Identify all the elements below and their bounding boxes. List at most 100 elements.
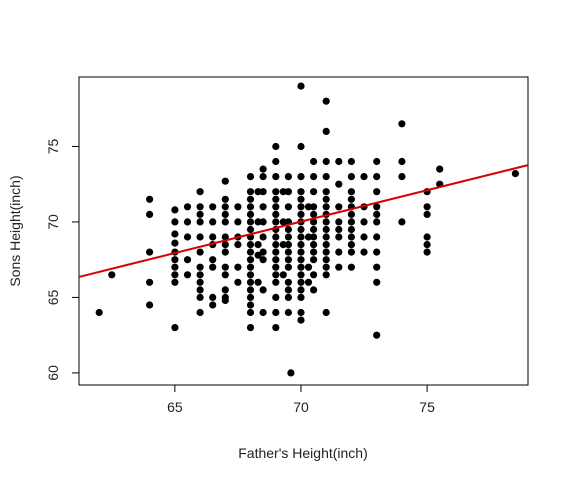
data-point <box>310 256 318 264</box>
data-point <box>221 248 229 256</box>
data-point <box>322 308 330 317</box>
data-point <box>373 278 381 286</box>
data-point <box>108 271 116 279</box>
data-point <box>272 241 280 249</box>
data-point <box>398 173 406 181</box>
data-point <box>398 120 406 128</box>
data-point <box>297 278 305 286</box>
data-point <box>196 286 204 294</box>
data-point <box>246 248 255 256</box>
data-point <box>297 293 305 301</box>
data-point <box>284 256 292 264</box>
data-point <box>196 233 204 241</box>
data-point <box>297 225 305 234</box>
data-point <box>221 296 229 305</box>
data-point <box>221 233 229 241</box>
data-point <box>272 308 280 317</box>
data-point <box>297 263 305 271</box>
data-point <box>360 218 368 226</box>
data-point <box>221 195 229 203</box>
data-point <box>347 241 355 249</box>
data-point <box>272 256 280 264</box>
data-point <box>196 278 204 286</box>
data-point <box>209 263 217 271</box>
data-point <box>246 203 255 211</box>
data-point <box>304 233 313 241</box>
data-point <box>373 173 381 181</box>
data-point <box>209 293 217 301</box>
data-point <box>322 248 330 256</box>
data-point <box>284 278 292 286</box>
data-point <box>246 225 255 234</box>
data-point <box>335 233 343 241</box>
data-point <box>246 241 255 249</box>
data-point <box>310 271 318 279</box>
data-point <box>209 233 217 241</box>
data-point <box>171 263 179 271</box>
data-point <box>297 210 305 218</box>
data-point <box>272 271 280 279</box>
data-point <box>209 256 217 264</box>
data-point <box>436 165 444 173</box>
data-point <box>209 203 217 211</box>
data-point <box>284 241 292 249</box>
data-point <box>272 233 280 241</box>
data-point <box>373 203 381 211</box>
data-point <box>310 241 318 249</box>
data-point <box>347 188 355 196</box>
data-point <box>335 218 343 226</box>
data-point <box>297 142 305 151</box>
data-point <box>171 230 179 238</box>
data-point <box>146 248 154 256</box>
data-point <box>209 301 217 309</box>
data-point <box>221 286 229 294</box>
data-point <box>297 195 305 203</box>
data-point <box>146 301 154 309</box>
data-point <box>246 218 255 226</box>
data-point <box>234 218 242 226</box>
y-tick-label: 75 <box>45 138 61 154</box>
data-point <box>259 286 267 294</box>
data-point <box>347 173 355 181</box>
data-point <box>335 263 343 271</box>
data-point <box>196 271 204 279</box>
data-point <box>259 173 267 181</box>
data-point <box>335 180 343 188</box>
data-point <box>423 241 431 249</box>
data-point <box>423 203 431 211</box>
data-point <box>183 271 192 279</box>
data-point <box>246 324 255 332</box>
data-point <box>183 203 192 211</box>
data-point <box>254 241 262 249</box>
data-point <box>373 233 381 241</box>
data-point <box>284 225 292 234</box>
data-point <box>279 271 287 279</box>
data-point <box>373 188 381 196</box>
data-point <box>360 233 368 241</box>
data-point <box>279 188 287 196</box>
data-point <box>322 203 330 211</box>
data-point <box>347 233 355 241</box>
data-point <box>196 188 204 196</box>
data-point <box>284 308 292 317</box>
data-point <box>259 248 267 256</box>
data-point <box>272 195 280 203</box>
data-point <box>297 308 305 317</box>
data-point <box>246 271 255 279</box>
data-point <box>423 233 431 241</box>
data-point <box>272 248 280 256</box>
data-point <box>221 263 229 271</box>
data-point <box>322 218 330 226</box>
data-point <box>310 210 318 218</box>
data-point <box>322 173 330 181</box>
regression-line <box>78 164 529 278</box>
y-axis-label: Sons Height(inch) <box>7 175 23 286</box>
data-point <box>304 263 313 271</box>
data-point <box>234 241 242 249</box>
x-tick-label: 65 <box>167 399 183 415</box>
data-point <box>347 195 355 203</box>
data-point <box>284 263 292 271</box>
data-point <box>297 316 305 324</box>
data-point <box>272 293 280 301</box>
data-point <box>322 225 330 234</box>
